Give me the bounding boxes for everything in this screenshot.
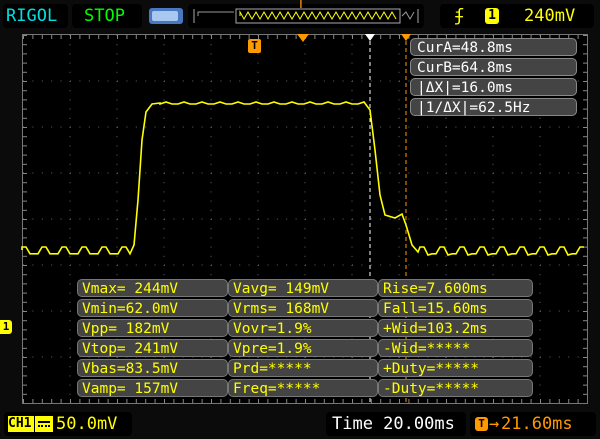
measurement-value: +Wid=103.2ms [378,319,533,337]
measurement-value: -Wid=***** [378,339,533,357]
measurement-row: Vpp= 182mV Vovr=1.9% +Wid=103.2ms [77,319,533,338]
measurement-value: Vovr=1.9% [228,319,378,337]
run-state: STOP [84,6,125,26]
trigger-level-marker[interactable]: T [248,39,261,53]
measurement-row: Vbas=83.5mV Prd=***** +Duty=***** [77,359,533,378]
brand-logo: RIGOL [6,6,58,26]
dc-coupling-icon [35,416,53,432]
cursor-inverse-delta-x: |1/ΔX|=62.5Hz [410,98,577,116]
measurement-value: Vbas=83.5mV [77,359,228,377]
cursor-a-value: CurA=48.8ms [410,38,577,56]
waveform-overview-icon [193,8,419,24]
measurement-value: Vpp= 182mV [77,319,228,337]
measurement-value: Prd=***** [228,359,378,377]
trigger-position-marker: T [297,0,305,12]
trigger-offset-icon: T [475,417,488,431]
measurement-value: +Duty=***** [378,359,533,377]
measurement-value: Rise=7.600ms [378,279,533,297]
measurement-row: Vmin=62.0mV Vrms= 168mV Fall=15.60ms [77,299,533,318]
cursor-delta-x: |ΔX|=16.0ms [410,78,577,96]
cursor-a-marker [365,34,375,41]
horizontal-trigger-position-marker [297,34,309,42]
trigger-level: 240mV [524,6,576,26]
measurement-value: Vamp= 157mV [77,379,228,397]
timebase-value: Time 20.00ms [332,414,455,434]
brand-box: RIGOL [3,4,68,28]
measurement-value: Fall=15.60ms [378,299,533,317]
cursor-b-value: CurB=64.8ms [410,58,577,76]
ch1-offset-marker[interactable]: 1 [0,320,12,334]
timebase-box[interactable]: Time 20.00ms [326,412,466,436]
measurement-value: Vmin=62.0mV [77,299,228,317]
ch1-label: CH1 [8,416,34,432]
cursor-b-marker [401,34,411,41]
measurement-value: Vavg= 149mV [228,279,378,297]
storage-icon [149,8,183,24]
trigger-offset-box[interactable]: T → 21.60ms [470,412,596,436]
measurement-row: Vamp= 157mV Freq=***** -Duty=***** [77,379,533,398]
measurement-value: Vtop= 241mV [77,339,228,357]
ch1-scale-box[interactable]: CH1 50.0mV [4,412,132,436]
trigger-settings[interactable]: ʄ 1 240mV [440,4,594,28]
memory-depth-overview[interactable]: T [188,0,424,28]
ch1-volts-per-div: 50.0mV [56,414,118,434]
trigger-offset-arrow: → [489,414,500,434]
rising-edge-icon: ʄ [454,6,465,26]
measurement-row: Vmax= 244mV Vavg= 149mV Rise=7.600ms [77,279,533,298]
measurement-value: Vrms= 168mV [228,299,378,317]
measurement-value: -Duty=***** [378,379,533,397]
ch1-trace [21,101,584,256]
measurement-row: Vtop= 241mV Vpre=1.9% -Wid=***** [77,339,533,358]
measurement-value: Vmax= 244mV [77,279,228,297]
run-stop-status[interactable]: STOP [72,4,142,28]
trigger-source-badge: 1 [485,8,499,24]
measurement-value: Vpre=1.9% [228,339,378,357]
measurement-value: Freq=***** [228,379,378,397]
trigger-offset-value: 21.60ms [501,414,573,434]
